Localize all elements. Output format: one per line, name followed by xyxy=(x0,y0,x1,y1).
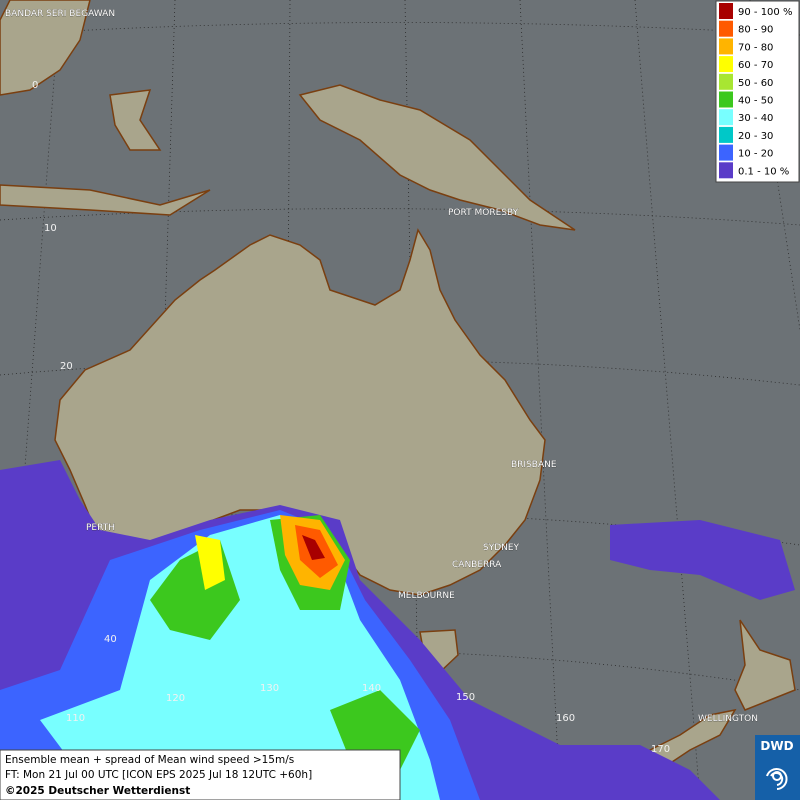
grid-label: 40 xyxy=(104,634,117,645)
legend-swatch xyxy=(719,144,733,161)
grid-label: 140 xyxy=(362,683,381,694)
city-label: WELLINGTON xyxy=(698,714,758,724)
legend-swatch xyxy=(719,20,733,37)
legend-swatch xyxy=(719,91,733,108)
grid-label: 0 xyxy=(32,80,38,91)
city-label: BRISBANE xyxy=(511,460,557,470)
grid-label: 160 xyxy=(556,713,575,724)
footer-line: FT: Mon 21 Jul 00 UTC [ICON EPS 2025 Jul… xyxy=(5,769,312,781)
legend: 90 - 100 % 80 - 90 70 - 80 60 - 70 50 - 60 40… xyxy=(719,3,792,179)
city-label: CANBERRA xyxy=(452,560,502,570)
grid-label: 130 xyxy=(260,683,279,694)
footer-line: ©2025 Deutscher Wetterdienst xyxy=(5,785,190,797)
grid-label: 10 xyxy=(44,223,57,234)
legend-label: 70 - 80 xyxy=(738,42,773,53)
city-label: SYDNEY xyxy=(483,543,520,553)
legend-swatch xyxy=(719,162,733,179)
legend-swatch xyxy=(719,109,733,126)
legend-swatch xyxy=(719,73,733,90)
legend-swatch xyxy=(719,126,733,143)
legend-label: 10 - 20 xyxy=(738,149,773,160)
legend-swatch xyxy=(719,3,733,19)
city-label: PORT MORESBY xyxy=(448,208,519,218)
legend-label: 20 - 30 xyxy=(738,131,773,142)
legend-label: 0.1 - 10 % xyxy=(738,166,789,177)
legend-label: 80 - 90 xyxy=(738,25,773,36)
legend-label: 60 - 70 xyxy=(738,60,773,71)
footer-line: Ensemble mean + spread of Mean wind spee… xyxy=(5,754,294,766)
city-label: PERTH xyxy=(86,523,115,533)
legend-label: 30 - 40 xyxy=(738,113,773,124)
land xyxy=(0,0,796,782)
city-label: BANDAR SERI BEGAWAN xyxy=(5,9,115,19)
legend-swatch xyxy=(719,38,733,55)
legend-label: 90 - 100 % xyxy=(738,7,792,18)
wind-probability xyxy=(0,460,795,800)
grid-label: 110 xyxy=(66,713,85,724)
logo-text: DWD xyxy=(760,739,793,753)
legend-label: 50 - 60 xyxy=(738,78,773,89)
grid-label: 20 xyxy=(60,361,73,372)
city-label: MELBOURNE xyxy=(398,591,455,601)
legend-swatch xyxy=(719,56,733,73)
legend-label: 40 - 50 xyxy=(738,96,773,107)
grid-label: 150 xyxy=(456,692,475,703)
grid-label: 170 xyxy=(651,744,670,755)
grid-label: 120 xyxy=(166,693,185,704)
logo-icon xyxy=(766,768,788,790)
